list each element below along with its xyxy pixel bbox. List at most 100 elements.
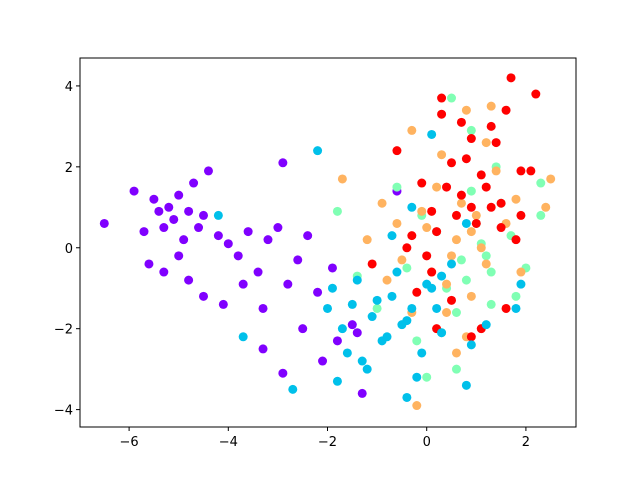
scatter-point [362,364,372,374]
scatter-point [432,182,442,192]
scatter-point [526,166,536,176]
scatter-point [382,275,392,285]
scatter-point [278,158,288,168]
scatter-point [451,348,461,358]
x-tick-label: −2 [318,435,337,450]
scatter-point [129,186,139,196]
scatter-point [447,295,457,305]
scatter-point [194,223,204,233]
scatter-point [511,194,521,204]
scatter-point [213,231,223,241]
scatter-point [481,138,491,148]
scatter-point [422,372,432,382]
scatter-point [496,223,506,233]
scatter-point [258,344,268,354]
scatter-point [402,243,412,253]
scatter-point [382,332,392,342]
scatter-point [184,206,194,216]
scatter-point [144,259,154,269]
scatter-point [481,320,491,330]
scatter-point [387,291,397,301]
scatter-point [159,267,169,277]
scatter-point [372,303,382,313]
scatter-point [337,324,347,334]
scatter-point [442,182,452,192]
scatter-point [466,332,476,342]
scatter-point [427,267,437,277]
scatter-point [501,303,511,313]
scatter-point [516,166,526,176]
scatter-point [466,186,476,196]
scatter-point [417,178,427,188]
scatter-point [377,198,387,208]
scatter-point [159,223,169,233]
scatter-point [437,93,447,103]
scatter-point [362,235,372,245]
scatter-point [392,267,402,277]
scatter-point [516,279,526,289]
scatter-point [332,336,342,346]
scatter-point [456,198,466,208]
scatter-point [407,303,417,313]
scatter-point [323,303,333,313]
scatter-point [313,287,323,297]
scatter-point [99,218,109,228]
scatter-point [536,210,546,220]
scatter-point [332,376,342,386]
x-tick-label: −6 [120,435,139,450]
scatter-point [501,105,511,115]
scatter-point [278,368,288,378]
scatter-point [516,210,526,220]
scatter-point [506,73,516,83]
scatter-point [466,227,476,237]
scatter-point [432,303,442,313]
scatter-point [422,279,432,289]
scatter-point [258,303,268,313]
scatter-point [332,206,342,216]
scatter-point [169,214,179,224]
scatter-point [313,146,323,156]
scatter-point [456,117,466,127]
scatter-point [447,93,457,103]
scatter-point [541,202,551,212]
scatter-point [461,218,471,228]
scatter-point [402,263,412,273]
scatter-point [298,324,308,334]
scatter-point [456,255,466,265]
scatter-point [347,320,357,330]
scatter-point [387,231,397,241]
y-tick-label: −4 [54,404,73,419]
x-tick-label: 2 [522,435,530,450]
scatter-point [303,231,313,241]
scatter-point [531,89,541,99]
scatter-point [486,202,496,212]
scatter-point [471,218,481,228]
scatter-point [536,178,546,188]
scatter-point [511,235,521,245]
x-tick-label: −4 [219,435,238,450]
scatter-point [422,251,432,261]
scatter-point [412,401,422,411]
scatter-point [199,210,209,220]
scatter-point [461,105,471,115]
y-tick-label: 0 [65,242,73,257]
scatter-point [466,340,476,350]
scatter-point [174,251,184,261]
scatter-point [511,291,521,301]
scatter-point [154,206,164,216]
scatter-point [203,166,213,176]
scatter-point [139,227,149,237]
scatter-point [407,202,417,212]
scatter-point [466,291,476,301]
scatter-point [238,332,248,342]
scatter-point [213,210,223,220]
scatter-point [496,198,506,208]
scatter-point [357,356,367,366]
scatter-point [451,364,461,374]
scatter-point [199,291,209,301]
scatter-point [427,129,437,139]
scatter-point [476,170,486,180]
